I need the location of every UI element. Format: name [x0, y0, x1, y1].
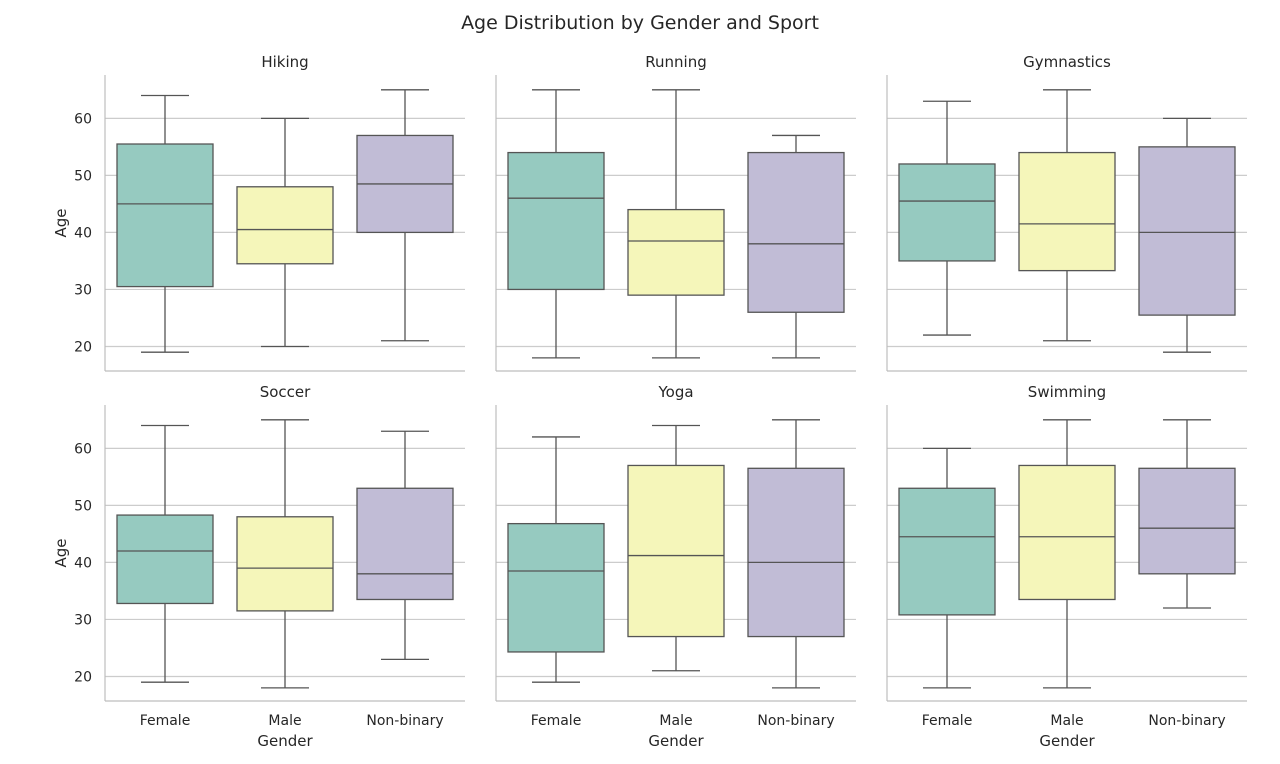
facet-grid: Hiking 20 30 40 50 60 Age Running Gymnastics Socc… — [52, 53, 1247, 750]
iqr-box — [898, 163, 996, 262]
panel-title: Soccer — [260, 383, 311, 401]
x-tick-label: Female — [922, 713, 973, 729]
x-axis-label: Gender — [257, 732, 313, 750]
box-non-binary — [356, 430, 454, 661]
x-axis-label: Gender — [648, 732, 704, 750]
iqr-box — [1138, 146, 1236, 316]
panel-title: Yoga — [657, 383, 693, 401]
panel-title: Swimming — [1028, 383, 1106, 401]
y-axis-label: Age — [52, 538, 70, 567]
x-tick-label: Female — [531, 713, 582, 729]
y-tick-label: 40 — [74, 555, 92, 571]
y-tick-label: 60 — [74, 111, 92, 127]
box-non-binary — [1138, 419, 1236, 609]
y-axis-label: Age — [52, 208, 70, 237]
panel-yoga: Yoga Female Male Non-binary Gender — [495, 383, 856, 750]
box-female — [507, 436, 605, 683]
iqr-box — [507, 151, 605, 291]
y-tick-label: 40 — [74, 225, 92, 241]
box-female — [898, 447, 996, 689]
panel-hiking: Hiking 20 30 40 50 60 Age — [52, 53, 465, 372]
y-tick-label: 20 — [74, 669, 92, 685]
x-tick-label: Non-binary — [366, 713, 443, 729]
panel-running: Running — [495, 53, 856, 372]
box-female — [116, 424, 214, 683]
iqr-box — [236, 186, 334, 265]
box-male — [627, 424, 725, 672]
x-axis-label: Gender — [1039, 732, 1095, 750]
iqr-box — [1018, 464, 1116, 601]
iqr-box — [627, 464, 725, 638]
x-tick-label: Male — [268, 713, 301, 729]
y-tick-label: 20 — [74, 339, 92, 355]
box-non-binary — [747, 134, 845, 359]
x-tick-label: Male — [1050, 713, 1083, 729]
y-tick-label: 50 — [74, 168, 92, 184]
box-female — [116, 94, 214, 353]
panel-soccer: Soccer 20 30 40 50 60 Age Female Male Non-binary G… — [52, 383, 465, 750]
box-female — [507, 89, 605, 359]
box-male — [1018, 419, 1116, 689]
x-tick-label: Non-binary — [757, 713, 834, 729]
panel-title: Gymnastics — [1023, 53, 1111, 71]
box-male — [1018, 89, 1116, 342]
y-tick-label: 60 — [74, 441, 92, 457]
iqr-box — [747, 467, 845, 638]
iqr-box — [116, 514, 214, 605]
y-tick-label: 50 — [74, 498, 92, 514]
x-tick-label: Non-binary — [1148, 713, 1225, 729]
box-non-binary — [356, 89, 454, 342]
iqr-box — [356, 487, 454, 601]
box-non-binary — [1138, 117, 1236, 353]
x-tick-label: Female — [140, 713, 191, 729]
iqr-box — [898, 487, 996, 616]
box-non-binary — [747, 419, 845, 689]
x-tick-label: Male — [659, 713, 692, 729]
panel-gymnastics: Gymnastics — [886, 53, 1247, 372]
iqr-box — [1138, 467, 1236, 575]
iqr-box — [236, 516, 334, 612]
box-female — [898, 100, 996, 336]
panel-swimming: Swimming Female Male Non-binary Gender — [886, 383, 1247, 750]
y-tick-label: 30 — [74, 612, 92, 628]
iqr-box — [747, 151, 845, 313]
figure-title: Age Distribution by Gender and Sport — [461, 12, 819, 34]
panel-title: Hiking — [261, 53, 308, 71]
iqr-box — [627, 208, 725, 296]
y-tick-label: 30 — [74, 282, 92, 298]
box-male — [236, 117, 334, 348]
box-male — [627, 89, 725, 359]
iqr-box — [1018, 151, 1116, 272]
box-male — [236, 419, 334, 689]
iqr-box — [116, 143, 214, 288]
panel-title: Running — [645, 53, 706, 71]
iqr-box — [507, 522, 605, 653]
